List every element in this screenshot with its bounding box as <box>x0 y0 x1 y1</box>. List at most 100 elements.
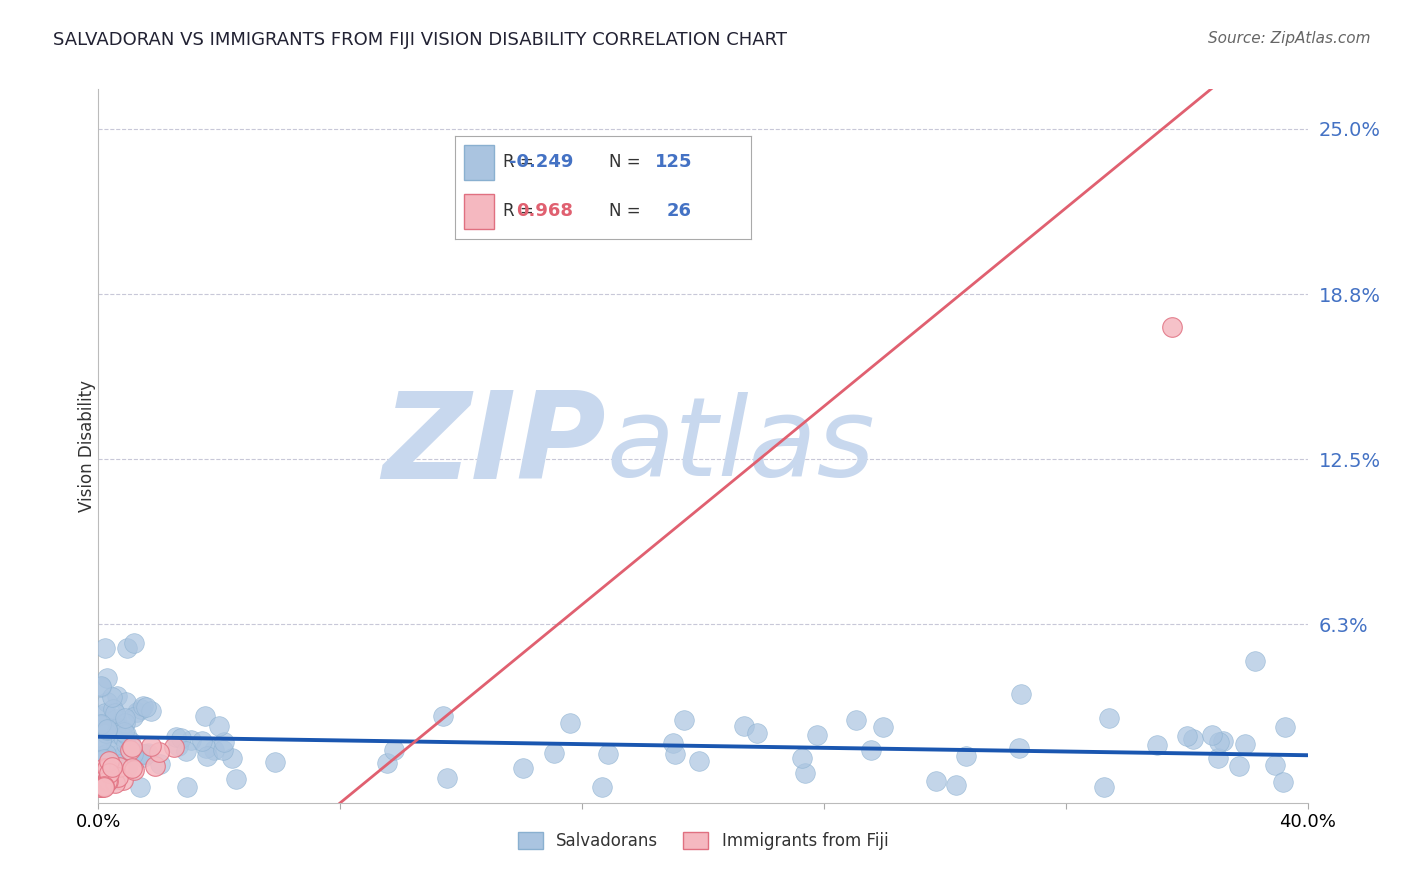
Point <box>111 730 134 744</box>
Point <box>180 733 202 747</box>
Point <box>591 780 613 794</box>
Point <box>93 780 115 794</box>
Point <box>167 739 190 753</box>
Point <box>1271 774 1294 789</box>
Point <box>94 734 117 748</box>
Point <box>806 728 828 742</box>
Point <box>101 760 124 774</box>
Point <box>131 747 153 761</box>
Point <box>925 774 948 789</box>
Point <box>662 736 685 750</box>
Point <box>96 723 118 737</box>
Point <box>208 719 231 733</box>
Point <box>120 733 142 747</box>
Point <box>104 726 127 740</box>
Point <box>211 743 233 757</box>
Point <box>90 753 112 767</box>
Point <box>91 718 114 732</box>
Point <box>132 699 155 714</box>
Point <box>96 694 118 708</box>
Point <box>94 641 117 656</box>
Point <box>90 718 112 732</box>
Point <box>129 702 152 716</box>
Point <box>90 716 112 731</box>
Point <box>1234 737 1257 751</box>
Point <box>90 772 112 787</box>
Point <box>860 743 883 757</box>
Point <box>596 747 619 761</box>
Point <box>1264 758 1286 772</box>
Text: SALVADORAN VS IMMIGRANTS FROM FIJI VISION DISABILITY CORRELATION CHART: SALVADORAN VS IMMIGRANTS FROM FIJI VISIO… <box>53 31 787 49</box>
Point <box>93 752 115 766</box>
Point <box>121 761 143 775</box>
Point <box>104 706 127 720</box>
Text: ZIP: ZIP <box>382 387 606 505</box>
Point <box>97 766 120 780</box>
Point <box>664 747 686 762</box>
Point <box>103 748 125 763</box>
Point <box>105 738 128 752</box>
Text: atlas: atlas <box>606 392 875 500</box>
Point <box>100 766 122 780</box>
Point <box>733 719 755 733</box>
Point <box>108 760 131 774</box>
Point <box>93 780 115 794</box>
Point <box>90 709 112 723</box>
Point <box>93 706 115 720</box>
Point <box>115 761 138 775</box>
Point <box>202 742 225 756</box>
Point <box>90 733 112 747</box>
Point <box>1212 733 1234 747</box>
Point <box>225 772 247 787</box>
Point <box>1175 729 1198 743</box>
Point <box>90 748 112 763</box>
Point <box>114 715 136 730</box>
Point <box>1098 711 1121 725</box>
Point <box>107 751 129 765</box>
Point <box>129 780 152 794</box>
Point <box>114 711 136 725</box>
Point <box>108 764 131 778</box>
Point <box>132 749 155 764</box>
Point <box>221 751 243 765</box>
Text: Source: ZipAtlas.com: Source: ZipAtlas.com <box>1208 31 1371 46</box>
Point <box>112 747 135 762</box>
Point <box>1244 654 1267 668</box>
Point <box>121 747 143 761</box>
Point <box>122 763 145 777</box>
Point <box>121 740 143 755</box>
Point <box>143 759 166 773</box>
Point <box>115 641 138 656</box>
Point <box>1227 759 1250 773</box>
Y-axis label: Vision Disability: Vision Disability <box>79 380 96 512</box>
Point <box>1181 731 1204 746</box>
Point <box>148 745 170 759</box>
Point <box>195 749 218 764</box>
Point <box>432 709 454 723</box>
Point <box>90 680 112 694</box>
Point <box>98 754 121 768</box>
Point <box>141 739 163 753</box>
Point <box>90 752 112 766</box>
Point <box>97 774 120 789</box>
Point <box>111 722 134 736</box>
Point <box>90 716 112 731</box>
Point <box>90 780 112 794</box>
Point <box>1160 320 1182 334</box>
Point <box>107 770 129 784</box>
Point <box>1274 720 1296 734</box>
Point <box>97 722 120 736</box>
Point <box>1201 728 1223 742</box>
Point <box>195 741 218 756</box>
Point <box>101 701 124 715</box>
Point <box>165 730 187 744</box>
Point <box>375 756 398 771</box>
Point <box>121 709 143 723</box>
Point <box>96 722 118 736</box>
Point <box>104 712 127 726</box>
Point <box>945 778 967 792</box>
Point <box>688 754 710 768</box>
Point <box>96 725 118 739</box>
Point <box>793 766 815 780</box>
Point <box>114 727 136 741</box>
